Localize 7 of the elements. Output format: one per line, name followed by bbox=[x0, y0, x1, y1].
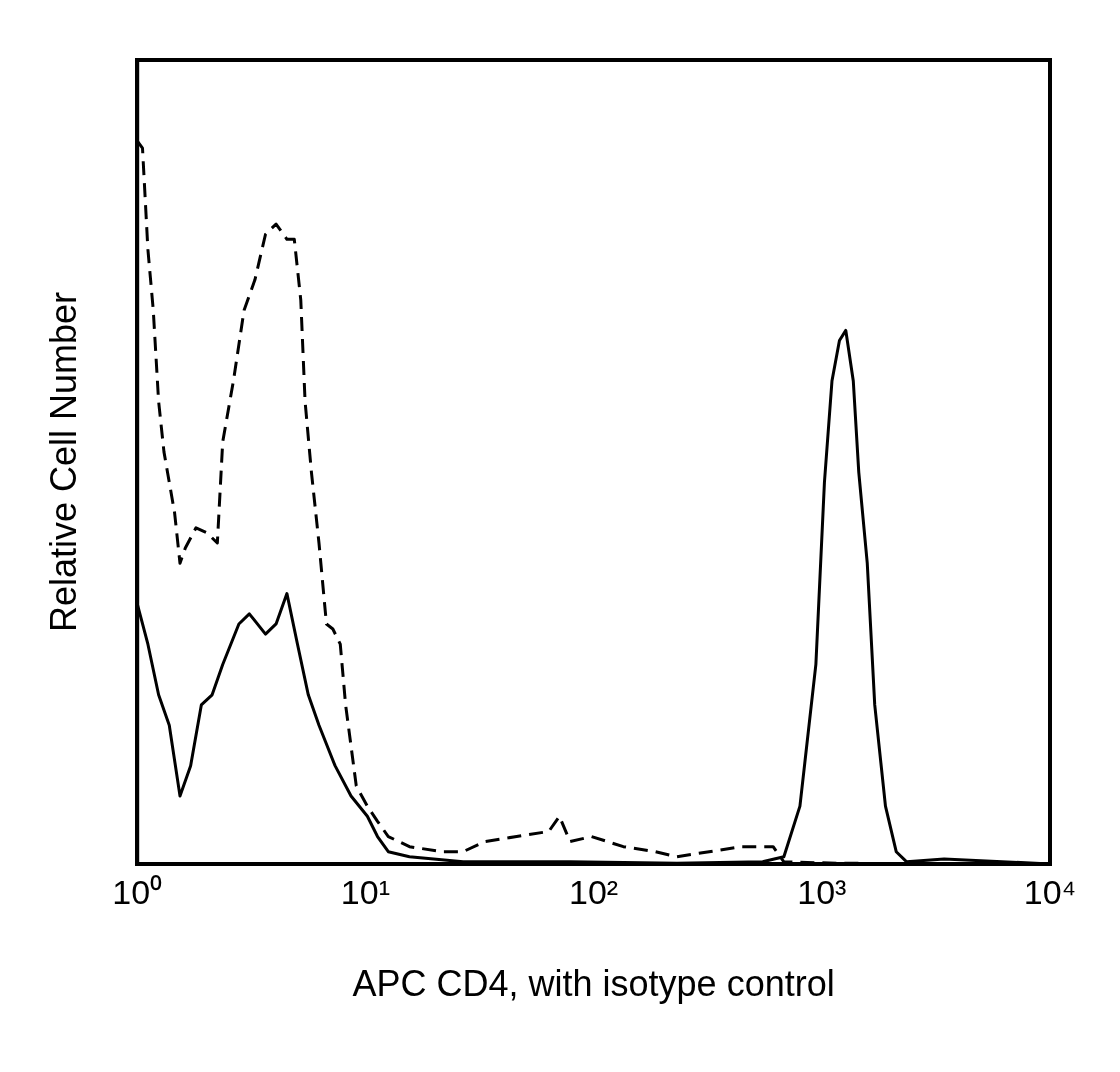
x-tick-label: 10² bbox=[569, 872, 619, 911]
x-tick-label: 10⁴ bbox=[1023, 872, 1077, 911]
x-axis-title: APC CD4, with isotype control bbox=[352, 963, 835, 1005]
x-tick-label: 10⁰ bbox=[112, 872, 163, 911]
x-tick-label: 10³ bbox=[797, 872, 847, 911]
y-axis-title: Relative Cell Number bbox=[42, 291, 84, 633]
x-tick-label: 10¹ bbox=[340, 872, 390, 911]
